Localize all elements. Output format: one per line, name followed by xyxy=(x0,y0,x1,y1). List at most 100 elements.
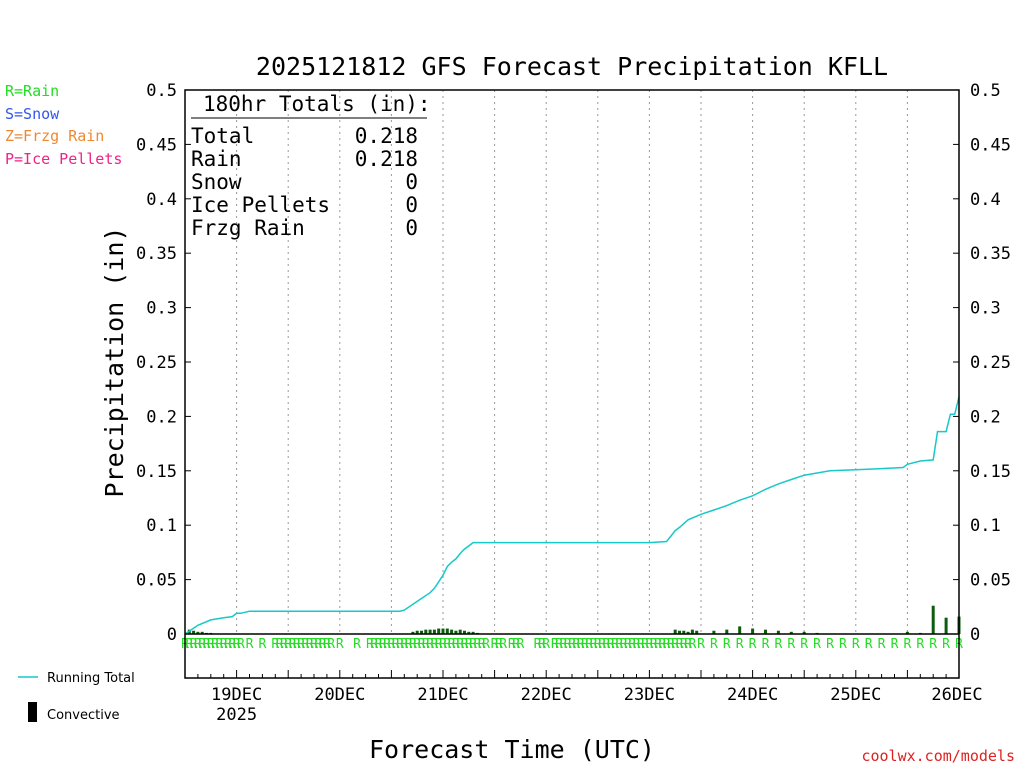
convective-bar xyxy=(690,629,694,634)
ptype-marker: R xyxy=(598,637,606,652)
ptype-marker: R xyxy=(461,637,469,652)
ptype-marker: R xyxy=(534,637,542,652)
ptype-marker: R xyxy=(478,637,486,652)
ptype-marker: R xyxy=(658,637,666,652)
ptype-marker: R xyxy=(787,637,795,652)
y-tick-label-right: 0.25 xyxy=(970,353,1011,373)
totals-value-frzg-rain: 0 xyxy=(405,216,418,240)
ptype-marker: R xyxy=(710,637,718,652)
convective-bar xyxy=(776,630,780,634)
ptype-marker: R xyxy=(293,637,301,652)
convective-bar xyxy=(192,630,196,634)
y-tick-label-right: 0.05 xyxy=(970,571,1011,591)
ptype-marker: R xyxy=(508,637,516,652)
y-tick-label-left: 0.2 xyxy=(146,407,177,427)
y-tick-label-right: 0.15 xyxy=(970,462,1011,482)
convective-bar xyxy=(200,631,204,634)
ptype-marker: R xyxy=(185,637,193,652)
ptype-marker: R xyxy=(409,637,417,652)
ptype-marker: R xyxy=(228,637,236,652)
totals-value-ice-pellets: 0 xyxy=(405,193,418,217)
totals-label-rain: Rain xyxy=(191,147,242,171)
totals-label-snow: Snow xyxy=(191,170,242,194)
credit-link[interactable]: coolwx.com/models xyxy=(861,747,1015,765)
ptype-marker: R xyxy=(826,637,834,652)
y-tick-label-left: 0.05 xyxy=(136,571,177,591)
ptype-marker: R xyxy=(366,637,374,652)
convective-bar xyxy=(463,630,466,634)
y-tick-label-right: 0.3 xyxy=(970,299,1001,319)
convective-bar xyxy=(695,630,699,634)
ptype-marker: R xyxy=(680,637,688,652)
y-tick-label-left: 0.15 xyxy=(136,462,177,482)
ptype-marker: R xyxy=(676,637,684,652)
ptype-marker: R xyxy=(645,637,653,652)
ptype-marker: R xyxy=(276,637,284,652)
convective-bar xyxy=(467,631,471,634)
ptype-marker: R xyxy=(667,637,675,652)
ptype-marker: R xyxy=(465,637,473,652)
y-tick-label-left: 0.45 xyxy=(136,135,177,155)
ptype-marker: R xyxy=(650,637,658,652)
ptype-marker: R xyxy=(620,637,628,652)
ptype-marker: R xyxy=(663,637,671,652)
y-tick-label-right: 0 xyxy=(970,625,980,645)
ptype-marker: R xyxy=(353,637,361,652)
ptype-marker: R xyxy=(568,637,576,652)
x-tick-label: 25DEC xyxy=(830,685,881,705)
ptype-marker: R xyxy=(473,637,481,652)
ptype-marker: R xyxy=(392,637,400,652)
totals-label-ice-pellets: Ice Pellets xyxy=(191,193,330,217)
convective-bar xyxy=(454,630,458,634)
x-tick-sublabel: 2025 xyxy=(216,705,257,725)
ptype-marker: R xyxy=(495,637,503,652)
ptype-marker: R xyxy=(551,637,559,652)
x-tick-label: 26DEC xyxy=(931,685,982,705)
ptype-marker: R xyxy=(611,637,619,652)
y-tick-label-left: 0.4 xyxy=(146,190,177,210)
x-tick-label: 21DEC xyxy=(417,685,468,705)
gridlines xyxy=(236,90,908,634)
ptype-marker: R xyxy=(581,637,589,652)
ptype-marker: R xyxy=(387,637,395,652)
ptype-marker: R xyxy=(336,637,344,652)
x-axis-label: Forecast Time (UTC) xyxy=(369,735,655,764)
convective-bar xyxy=(415,630,419,634)
y-tick-label-right: 0.4 xyxy=(970,190,1001,210)
convective-bar xyxy=(678,630,681,634)
ptype-marker: R xyxy=(564,637,572,652)
convective-bar xyxy=(432,629,436,634)
ptype-marker: R xyxy=(224,637,232,652)
legend-rain: R=Rain xyxy=(5,82,59,100)
ptype-marker: R xyxy=(452,637,460,652)
totals-heading: 180hr Totals (in): xyxy=(203,92,431,116)
legend-frzg-rain: Z=Frzg Rain xyxy=(5,127,104,145)
ptype-marker: R xyxy=(585,637,593,652)
ptype-marker: R xyxy=(942,637,950,652)
x-tick-label: 24DEC xyxy=(727,685,778,705)
ptype-marker: R xyxy=(237,637,245,652)
ptype-marker: R xyxy=(327,637,335,652)
y-tick-label-right: 0.1 xyxy=(970,516,1001,536)
y-tick-label-left: 0.35 xyxy=(136,244,177,264)
convective-bar xyxy=(712,630,716,634)
ptype-marker: R xyxy=(439,637,447,652)
ptype-marker: R xyxy=(538,637,546,652)
ptype-marker: R xyxy=(306,637,314,652)
ptype-marker: R xyxy=(762,637,770,652)
ptype-marker: R xyxy=(280,637,288,652)
ptype-marker: R xyxy=(916,637,924,652)
ptype-marker: R xyxy=(559,637,567,652)
ptype-marker: R xyxy=(736,637,744,652)
ptype-marker: R xyxy=(418,637,426,652)
totals-value-total: 0.218 xyxy=(355,124,418,148)
convective-bar xyxy=(458,629,462,634)
totals-value-rain: 0.218 xyxy=(355,147,418,171)
y-tick-label-right: 0.2 xyxy=(970,407,1001,427)
y-tick-label-left: 0.5 xyxy=(146,81,177,101)
ptype-marker: R xyxy=(211,637,219,652)
ptype-marker: R xyxy=(375,637,383,652)
ptype-marker: R xyxy=(512,637,520,652)
series-legend: Running Total Convective xyxy=(18,671,135,723)
